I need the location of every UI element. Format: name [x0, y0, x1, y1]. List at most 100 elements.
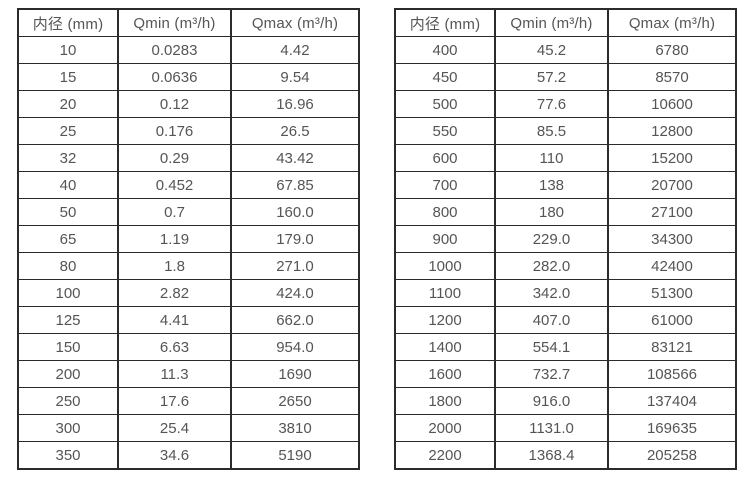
table-cell: 85.5 [494, 117, 609, 145]
table-header: 内径 (mm) Qmin (m³/h) Qmax (m³/h) [394, 8, 737, 37]
table-cell: 15200 [607, 144, 737, 172]
table-cell: 2650 [230, 387, 360, 415]
table-row: 1600 732.7 108566 [394, 360, 737, 388]
table-row: 15 0.0636 9.54 [17, 63, 360, 91]
table-cell: 108566 [607, 360, 737, 388]
table-cell: 1690 [230, 360, 360, 388]
table-cell: 407.0 [494, 306, 609, 334]
table-row: 1000 282.0 42400 [394, 252, 737, 280]
table-cell: 20 [17, 90, 119, 118]
table-cell: 42400 [607, 252, 737, 280]
table-row: 550 85.5 12800 [394, 117, 737, 145]
table-row: 250 17.6 2650 [17, 387, 360, 415]
table-row: 100 2.82 424.0 [17, 279, 360, 307]
table-row: 350 34.6 5190 [17, 441, 360, 470]
table-row: 25 0.176 26.5 [17, 117, 360, 145]
table-cell: 25 [17, 117, 119, 145]
table-cell: 271.0 [230, 252, 360, 280]
table-cell: 11.3 [117, 360, 232, 388]
table-cell: 4.42 [230, 36, 360, 64]
table-cell: 51300 [607, 279, 737, 307]
table-cell: 10600 [607, 90, 737, 118]
table-cell: 342.0 [494, 279, 609, 307]
table-cell: 229.0 [494, 225, 609, 253]
table-cell: 9.54 [230, 63, 360, 91]
header-row: 内径 (mm) Qmin (m³/h) Qmax (m³/h) [17, 8, 360, 37]
table-cell: 0.12 [117, 90, 232, 118]
table-row: 40 0.452 67.85 [17, 171, 360, 199]
table-row: 10 0.0283 4.42 [17, 36, 360, 64]
table-cell: 12800 [607, 117, 737, 145]
table-cell: 17.6 [117, 387, 232, 415]
table-cell: 282.0 [494, 252, 609, 280]
column-header: Qmax (m³/h) [230, 8, 360, 37]
table-cell: 0.7 [117, 198, 232, 226]
table-row: 900 229.0 34300 [394, 225, 737, 253]
table-cell: 0.0636 [117, 63, 232, 91]
table-cell: 5190 [230, 441, 360, 470]
table-cell: 1000 [394, 252, 496, 280]
table-cell: 179.0 [230, 225, 360, 253]
table-row: 50 0.7 160.0 [17, 198, 360, 226]
table-cell: 450 [394, 63, 496, 91]
table-row: 1200 407.0 61000 [394, 306, 737, 334]
table-cell: 26.5 [230, 117, 360, 145]
table-cell: 3810 [230, 414, 360, 442]
table-cell: 6.63 [117, 333, 232, 361]
table-cell: 4.41 [117, 306, 232, 334]
table-cell: 138 [494, 171, 609, 199]
table-cell: 34.6 [117, 441, 232, 470]
table-row: 150 6.63 954.0 [17, 333, 360, 361]
table-cell: 110 [494, 144, 609, 172]
table-cell: 550 [394, 117, 496, 145]
table-cell: 83121 [607, 333, 737, 361]
table-cell: 137404 [607, 387, 737, 415]
table-cell: 0.29 [117, 144, 232, 172]
table-row: 500 77.6 10600 [394, 90, 737, 118]
table-cell: 0.452 [117, 171, 232, 199]
table-cell: 1600 [394, 360, 496, 388]
table-cell: 80 [17, 252, 119, 280]
table-cell: 40 [17, 171, 119, 199]
table-cell: 180 [494, 198, 609, 226]
table-cell: 200 [17, 360, 119, 388]
table-cell: 16.96 [230, 90, 360, 118]
flow-table-large-diameters: 内径 (mm) Qmin (m³/h) Qmax (m³/h) 400 45.2 678… [394, 8, 737, 470]
table-cell: 67.85 [230, 171, 360, 199]
table-cell: 2000 [394, 414, 496, 442]
table-cell: 10 [17, 36, 119, 64]
table-row: 32 0.29 43.42 [17, 144, 360, 172]
column-header: Qmin (m³/h) [494, 8, 609, 37]
table-cell: 57.2 [494, 63, 609, 91]
table-cell: 700 [394, 171, 496, 199]
table-cell: 65 [17, 225, 119, 253]
table-cell: 27100 [607, 198, 737, 226]
table-row: 1400 554.1 83121 [394, 333, 737, 361]
table-cell: 732.7 [494, 360, 609, 388]
table-row: 1800 916.0 137404 [394, 387, 737, 415]
table-cell: 1100 [394, 279, 496, 307]
table-cell: 6780 [607, 36, 737, 64]
table-cell: 1400 [394, 333, 496, 361]
table-cell: 32 [17, 144, 119, 172]
column-header: Qmax (m³/h) [607, 8, 737, 37]
table-row: 80 1.8 271.0 [17, 252, 360, 280]
table-cell: 8570 [607, 63, 737, 91]
table-cell: 0.0283 [117, 36, 232, 64]
table-cell: 2.82 [117, 279, 232, 307]
table-cell: 250 [17, 387, 119, 415]
table-cell: 662.0 [230, 306, 360, 334]
table-row: 800 180 27100 [394, 198, 737, 226]
table-cell: 954.0 [230, 333, 360, 361]
table-cell: 1368.4 [494, 441, 609, 470]
table-cell: 34300 [607, 225, 737, 253]
table-cell: 350 [17, 441, 119, 470]
table-cell: 1800 [394, 387, 496, 415]
column-header: 内径 (mm) [17, 8, 119, 37]
table-cell: 43.42 [230, 144, 360, 172]
table-body: 10 0.0283 4.42 15 0.0636 9.54 20 0.12 16.96 25 0.1… [17, 36, 360, 470]
table-cell: 1.8 [117, 252, 232, 280]
table-row: 125 4.41 662.0 [17, 306, 360, 334]
table-row: 65 1.19 179.0 [17, 225, 360, 253]
